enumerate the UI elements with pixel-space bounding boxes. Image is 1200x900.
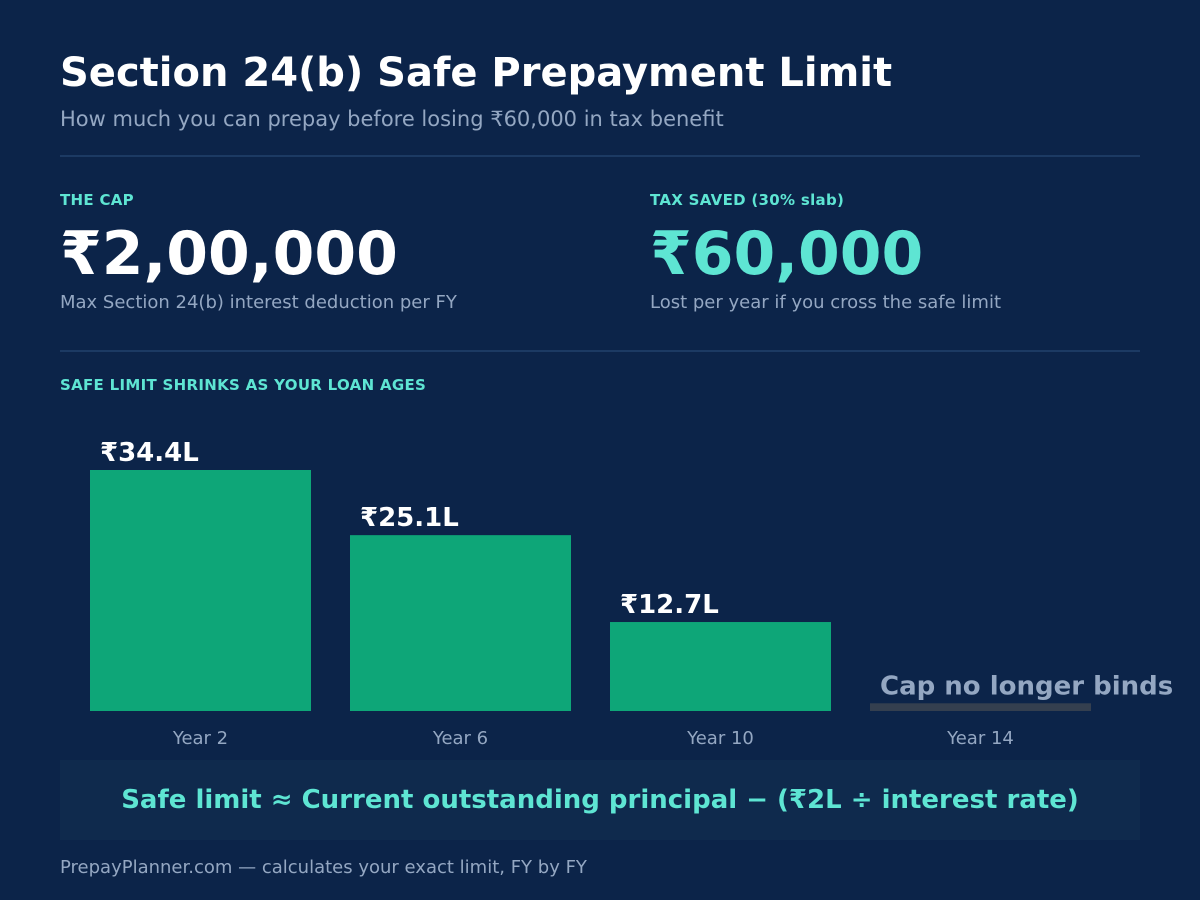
divider-top	[60, 155, 1140, 157]
data-label-year-10: ₹12.7L	[620, 590, 719, 620]
bar-chart: ₹34.4L Year 2 ₹25.1L Year 6 ₹12.7L Year 10 Cap…	[90, 438, 1173, 749]
data-label-year-14: Cap no longer binds	[880, 671, 1173, 701]
cap-value: ₹2,00,000	[60, 219, 398, 289]
tax-saved-label: TAX SAVED (30% slab)	[650, 191, 845, 209]
divider-middle	[60, 350, 1140, 352]
tax-saved-value: ₹60,000	[650, 219, 924, 289]
bar-year-10	[610, 622, 831, 711]
bar-year-2	[90, 470, 311, 711]
data-label-year-6: ₹25.1L	[360, 503, 459, 533]
cap-description: Max Section 24(b) interest deduction per…	[60, 292, 457, 313]
chart-section-label: SAFE LIMIT SHRINKS AS YOUR LOAN AGES	[60, 376, 427, 394]
tick-label-year-2: Year 2	[172, 728, 228, 749]
footer-text: PrepayPlanner.com — calculates your exac…	[60, 857, 587, 878]
tick-label-year-10: Year 10	[686, 728, 754, 749]
page-title: Section 24(b) Safe Prepayment Limit	[60, 50, 893, 96]
data-label-year-2: ₹34.4L	[100, 438, 199, 468]
formula-text: Safe limit ≈ Current outstanding princip…	[121, 785, 1079, 815]
bar-year-14	[870, 703, 1091, 711]
tick-label-year-14: Year 14	[946, 728, 1014, 749]
cap-label: THE CAP	[60, 191, 134, 209]
page-subtitle: How much you can prepay before losing ₹6…	[60, 107, 724, 131]
bar-year-6	[350, 535, 571, 711]
formula-box: Safe limit ≈ Current outstanding princip…	[60, 760, 1140, 840]
tax-saved-description: Lost per year if you cross the safe limi…	[650, 292, 1002, 313]
tick-label-year-6: Year 6	[432, 728, 488, 749]
